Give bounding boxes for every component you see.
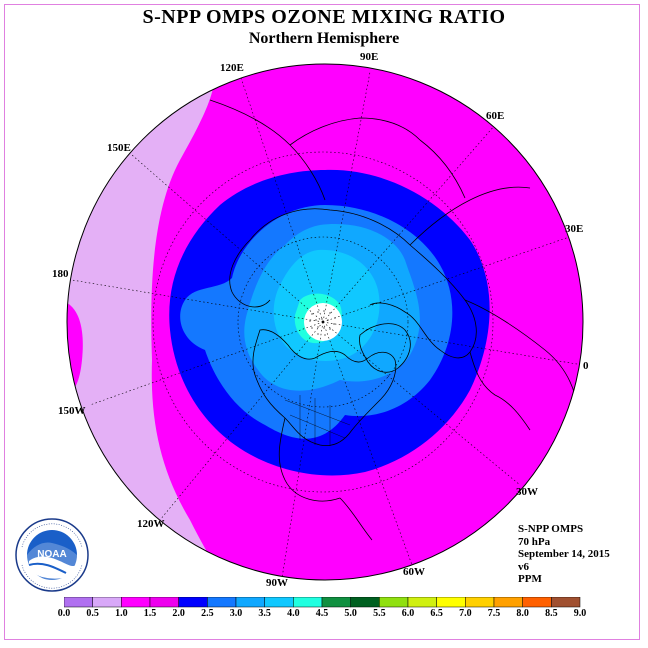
info-instrument: S-NPP OMPS: [518, 523, 584, 535]
info-units: PPM: [518, 573, 542, 585]
scale-box: [493, 597, 523, 608]
scale-box: [64, 597, 93, 608]
lon-label-30w: 30W: [516, 486, 538, 498]
page-title: S-NPP OMPS OZONE MIXING RATIO: [142, 6, 506, 28]
polar-hole-dots: [309, 310, 336, 336]
figure-frame: [4, 4, 640, 640]
info-date: September 14, 2015: [518, 548, 610, 560]
scale-box: [407, 597, 437, 608]
lon-label-0: 0: [583, 360, 589, 372]
noaa-logo-text: NOAA: [37, 549, 66, 560]
info-level: 70 hPa: [518, 535, 551, 548]
scale-box: [321, 597, 351, 608]
scale-tick-label: 4.0: [287, 608, 300, 619]
scale-tick-label: 7.5: [487, 608, 501, 619]
scale-box: [149, 597, 179, 608]
lon-label-30e: 30E: [565, 223, 584, 235]
scale-box: [436, 597, 466, 608]
graticule: [71, 71, 583, 579]
scale-box: [465, 597, 495, 608]
lon-label-60w: 60W: [403, 566, 425, 578]
scale-box: [178, 597, 208, 608]
lon-label-120w: 120W: [137, 518, 165, 530]
info-block: S-NPP OMPS 70 hPa September 14, 2015 v6 …: [518, 523, 610, 586]
scale-tick-label: 6.5: [430, 608, 443, 619]
scale-tick-label: 2.5: [201, 608, 214, 619]
scale-box: [379, 597, 409, 608]
scale-tick-label: 8.5: [545, 608, 558, 619]
coastlines: [209, 99, 576, 541]
lon-label-150e: 150E: [107, 142, 131, 154]
lon-label-150w: 150W: [58, 405, 86, 417]
lon-label-60e: 60E: [486, 110, 505, 122]
scale-tick-label: 5.0: [344, 608, 357, 619]
scale-tick-label: 9.0: [573, 608, 587, 619]
info-version: v6: [518, 560, 529, 573]
scale-tick-label: 8.0: [516, 608, 529, 619]
scale-tick-label: 7.0: [459, 608, 472, 619]
lon-label-180: 180: [52, 268, 69, 280]
scale-box: [207, 597, 237, 608]
scale-box: [293, 597, 323, 608]
noaa-logo: NOAA: [15, 518, 89, 592]
scale-box: [522, 597, 552, 608]
region-left-edge: [67, 300, 83, 400]
scale-tick-label: 1.0: [115, 608, 128, 619]
scale-tick-label: 1.5: [143, 608, 157, 619]
page-subtitle: Northern Hemisphere: [248, 30, 400, 47]
scale-tick-label: 0.5: [86, 608, 99, 619]
state-lines: [284, 395, 351, 446]
scale-tick-label: 0.0: [57, 608, 71, 619]
scale-tick-label: 3.0: [229, 608, 243, 619]
scale-box: [92, 597, 122, 608]
lon-label-90e: 90E: [360, 51, 379, 63]
scale-tick-label: 3.5: [258, 608, 271, 619]
lon-label-120e: 120E: [220, 62, 244, 74]
scale-box: [551, 597, 581, 608]
scale-tick-label: 6.0: [401, 608, 415, 619]
color-scale: [64, 597, 581, 608]
scale-tick-label: 4.5: [315, 608, 329, 619]
scale-tick-label: 2.0: [172, 608, 185, 619]
scale-box: [264, 597, 294, 608]
scale-box: [350, 597, 380, 608]
scale-tick-label: 5.5: [373, 608, 386, 619]
map-outline: [66, 63, 584, 581]
lon-label-90w: 90W: [266, 577, 288, 589]
scale-box: [121, 597, 151, 608]
scale-box: [235, 597, 265, 608]
